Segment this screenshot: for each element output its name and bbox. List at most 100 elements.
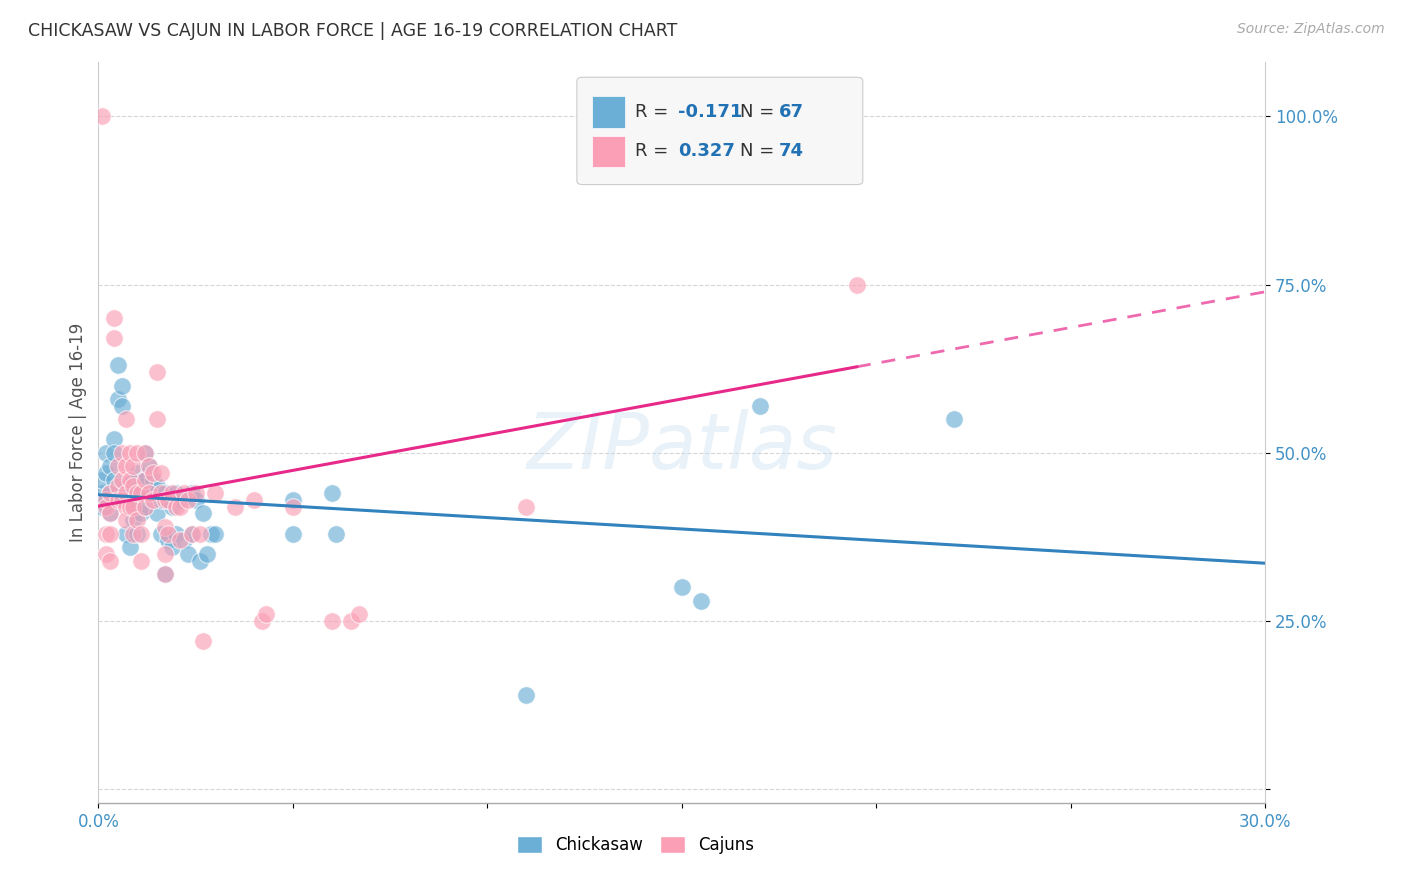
Point	[114, 459, 136, 474]
Text: 74: 74	[779, 143, 804, 161]
Point	[103, 446, 125, 460]
Point	[118, 446, 141, 460]
Point	[114, 486, 136, 500]
Point	[134, 446, 156, 460]
Point	[193, 634, 215, 648]
Point	[98, 507, 121, 521]
FancyBboxPatch shape	[592, 96, 624, 128]
Point	[118, 486, 141, 500]
Point	[129, 479, 152, 493]
Point	[321, 486, 343, 500]
Point	[118, 473, 141, 487]
Point	[204, 526, 226, 541]
Point	[134, 500, 156, 514]
Point	[122, 473, 145, 487]
Point	[134, 473, 156, 487]
Point	[96, 500, 118, 514]
Point	[98, 507, 121, 521]
Point	[184, 492, 207, 507]
Point	[146, 479, 169, 493]
Point	[107, 486, 129, 500]
Point	[195, 547, 218, 561]
Point	[107, 479, 129, 493]
Point	[103, 433, 125, 447]
Point	[91, 109, 114, 123]
Point	[103, 331, 125, 345]
Point	[153, 520, 176, 534]
Point	[146, 412, 169, 426]
Point	[515, 688, 537, 702]
Point	[118, 500, 141, 514]
Point	[193, 507, 215, 521]
Point	[149, 526, 172, 541]
Point	[111, 492, 134, 507]
Point	[169, 492, 191, 507]
Point	[710, 109, 733, 123]
Point	[129, 507, 152, 521]
Point	[165, 486, 187, 500]
Point	[98, 553, 121, 567]
Point	[107, 492, 129, 507]
Point	[96, 526, 118, 541]
Point	[134, 446, 156, 460]
Point	[107, 459, 129, 474]
Point	[180, 486, 202, 500]
Text: R =: R =	[636, 143, 675, 161]
Point	[204, 486, 226, 500]
Point	[162, 500, 184, 514]
Point	[142, 473, 165, 487]
FancyBboxPatch shape	[592, 136, 624, 167]
Point	[846, 277, 869, 292]
Point	[157, 492, 180, 507]
Point	[114, 412, 136, 426]
Point	[321, 614, 343, 628]
Point	[153, 566, 176, 581]
Point	[281, 500, 304, 514]
Point	[122, 459, 145, 474]
Point	[153, 547, 176, 561]
Point	[250, 614, 273, 628]
Point	[134, 473, 156, 487]
Point	[200, 526, 222, 541]
Point	[157, 533, 180, 548]
Point	[281, 492, 304, 507]
Point	[748, 399, 770, 413]
Point	[347, 607, 370, 622]
Point	[127, 513, 149, 527]
Point	[96, 492, 118, 507]
Point	[129, 553, 152, 567]
Point	[127, 486, 149, 500]
Point	[98, 486, 121, 500]
Point	[98, 486, 121, 500]
Legend: Chickasaw, Cajuns: Chickasaw, Cajuns	[510, 830, 761, 861]
Point	[515, 500, 537, 514]
Point	[114, 526, 136, 541]
Point	[138, 459, 160, 474]
Point	[162, 540, 184, 554]
Point	[165, 500, 187, 514]
Point	[98, 459, 121, 474]
Point	[122, 513, 145, 527]
Point	[671, 581, 693, 595]
Point	[142, 492, 165, 507]
Point	[96, 466, 118, 480]
Point	[111, 399, 134, 413]
Point	[114, 513, 136, 527]
Point	[340, 614, 363, 628]
Point	[118, 500, 141, 514]
Point	[111, 446, 134, 460]
Point	[173, 486, 195, 500]
Point	[153, 486, 176, 500]
Point	[107, 392, 129, 406]
Point	[138, 486, 160, 500]
Point	[129, 526, 152, 541]
Point	[122, 500, 145, 514]
Point	[142, 466, 165, 480]
Point	[188, 553, 211, 567]
Text: R =: R =	[636, 103, 675, 121]
Point	[184, 486, 207, 500]
Point	[243, 492, 266, 507]
Text: -0.171: -0.171	[679, 103, 742, 121]
Text: CHICKASAW VS CAJUN IN LABOR FORCE | AGE 16-19 CORRELATION CHART: CHICKASAW VS CAJUN IN LABOR FORCE | AGE …	[28, 22, 678, 40]
Point	[103, 473, 125, 487]
